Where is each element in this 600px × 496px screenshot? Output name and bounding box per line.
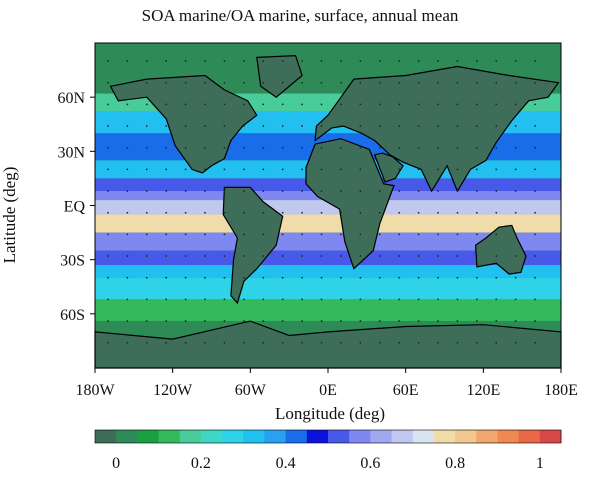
x-tick-label: 120W	[153, 382, 193, 399]
y-tick-label: 60N	[57, 90, 85, 107]
colorbar-swatch	[476, 430, 498, 443]
latitude-band-8	[95, 214, 561, 233]
latitude-band-7	[95, 200, 561, 215]
latitude-band-9	[95, 232, 561, 251]
colorbar-swatch	[306, 430, 329, 443]
colorbar-swatch	[539, 430, 562, 443]
latitude-band-10	[95, 250, 561, 266]
colorbar-swatch	[158, 430, 181, 443]
colorbar-tick-label: 0.8	[445, 455, 465, 472]
colorbar-tick-label: 0	[112, 455, 120, 472]
colorbar-swatch	[137, 430, 160, 443]
colorbar-swatch	[95, 430, 117, 443]
colorbar-swatch	[518, 430, 541, 443]
south-america-land	[222, 186, 284, 305]
north-america-land	[109, 74, 258, 174]
latitude-band-13	[95, 299, 561, 322]
x-axis-label: Longitude (deg)	[275, 404, 385, 423]
colorbar-swatch	[349, 430, 371, 443]
colorbar-swatch	[179, 430, 202, 443]
colorbar-tick-label: 0.4	[276, 455, 296, 472]
chart-title: SOA marine/OA marine, surface, annual me…	[141, 6, 459, 25]
grid-dots	[107, 60, 537, 344]
colorbar-swatch	[264, 430, 287, 443]
colorbar-swatch	[200, 430, 223, 443]
x-tick-label: 180W	[75, 382, 115, 399]
eurasia-land	[314, 65, 560, 193]
colorbar-swatch	[455, 430, 477, 443]
colorbar-swatch	[391, 430, 414, 443]
y-tick-label: 60S	[60, 307, 85, 324]
y-tick-label: EQ	[64, 199, 86, 216]
x-tick-label: 60E	[393, 382, 419, 399]
x-tick-label: 180E	[544, 382, 578, 399]
x-tick-label: 0E	[319, 382, 337, 399]
africa-land	[305, 138, 395, 270]
arabia-land	[373, 152, 404, 183]
colorbar-swatch	[222, 430, 244, 443]
colorbar-swatch	[433, 430, 456, 443]
colorbar-swatch	[370, 430, 393, 443]
latitude-band-12	[95, 277, 561, 300]
x-tick-label: 60W	[235, 382, 267, 399]
colorbar-swatch	[116, 430, 138, 443]
colorbar-tick-label: 1	[536, 455, 544, 472]
colorbar-swatch	[412, 430, 435, 443]
colorbar-swatch	[243, 430, 265, 443]
colorbar-swatch	[285, 430, 308, 443]
colorbar-swatch	[328, 430, 350, 443]
colorbar-tick-label: 0.6	[360, 455, 380, 472]
greenland-land	[256, 54, 303, 98]
x-tick-label: 120E	[466, 382, 500, 399]
colorbar-frame	[94, 429, 562, 444]
y-tick-label: 30N	[57, 144, 85, 161]
latitude-band-11	[95, 265, 561, 278]
australia-land	[474, 224, 527, 275]
colorbar-swatch	[497, 430, 520, 443]
y-tick-label: 30S	[60, 253, 85, 270]
colorbar-tick-label: 0.2	[191, 455, 211, 472]
